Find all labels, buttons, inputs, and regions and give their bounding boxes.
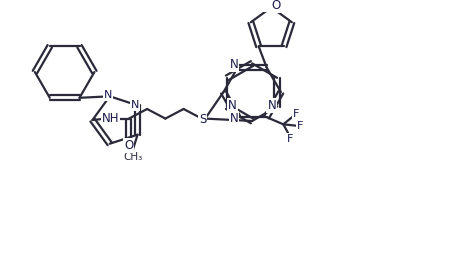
Text: S: S [199,113,206,125]
Text: NH: NH [102,112,120,125]
Text: CH₃: CH₃ [123,152,142,162]
Text: N: N [230,112,239,125]
Text: N: N [131,100,140,110]
Text: O: O [124,139,133,152]
Text: N: N [267,99,276,112]
Text: F: F [286,134,293,144]
Text: O: O [272,0,281,12]
Text: N: N [230,58,239,71]
Text: N: N [228,99,237,112]
Text: F: F [293,109,299,119]
Text: F: F [297,121,303,131]
Text: N: N [104,90,113,100]
